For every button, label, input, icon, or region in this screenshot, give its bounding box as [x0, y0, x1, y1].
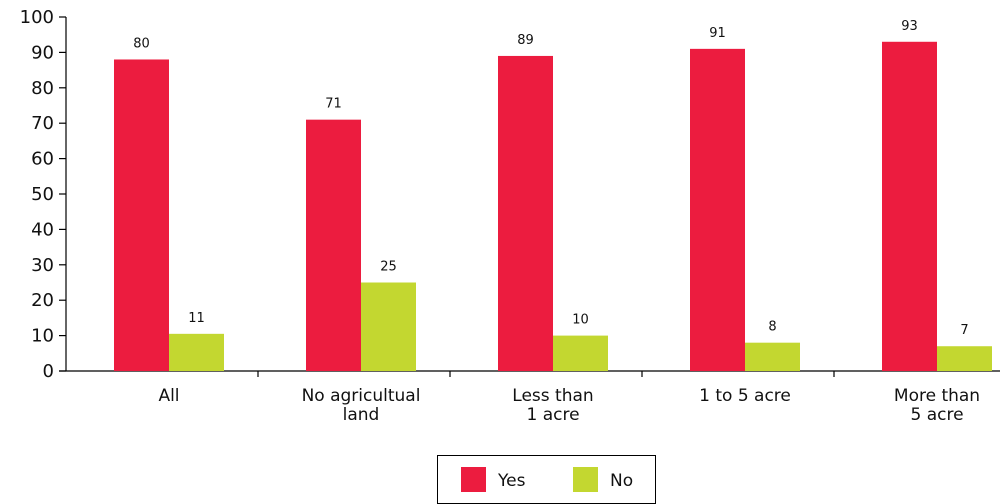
bars: 80 11 71 25 89 10 91 8 93 7 — [114, 19, 992, 372]
y-tick-label: 50 — [31, 184, 54, 205]
y-tick-label: 10 — [31, 326, 54, 347]
x-tick-label: 1 to 5 acre — [699, 386, 791, 406]
data-label: 11 — [188, 311, 205, 326]
bar-no — [169, 333, 224, 371]
data-label: 8 — [768, 320, 776, 335]
legend: Yes No — [437, 455, 656, 504]
x-tick-label-line: More than — [894, 386, 980, 406]
legend-label: No — [610, 471, 633, 491]
data-label: 80 — [133, 36, 150, 51]
legend-swatch-yes — [461, 467, 486, 492]
y-tick-label: 30 — [31, 255, 54, 276]
x-tick-label: No agricultual land — [302, 386, 421, 425]
x-tick-label-line: land — [343, 405, 380, 425]
y-tick-label: 70 — [31, 113, 54, 134]
x-tick-label: Less than 1 acre — [512, 386, 593, 425]
bar-yes — [690, 48, 745, 372]
x-tick-label-line: 1 acre — [526, 405, 579, 425]
data-label: 71 — [325, 97, 342, 112]
bar-no — [937, 346, 992, 371]
x-tick-label-line: No agricultual — [302, 386, 421, 406]
x-tick-label-line: Less than — [512, 386, 593, 406]
bar-yes — [498, 55, 553, 371]
data-label: 25 — [380, 260, 397, 275]
legend-swatch-no — [573, 467, 598, 492]
data-label: 93 — [901, 19, 918, 34]
bar-no — [745, 342, 800, 371]
x-tick-label-line: 1 to 5 acre — [699, 386, 791, 406]
y-tick-label: 90 — [31, 42, 54, 63]
y-tick-label: 100 — [20, 7, 54, 28]
x-tick-label: More than 5 acre — [894, 386, 980, 425]
bar-no — [361, 282, 416, 371]
y-tick-label: 80 — [31, 78, 54, 99]
bar-yes — [882, 41, 937, 371]
x-tick-label-line: All — [158, 386, 179, 406]
bar-yes — [114, 59, 169, 371]
data-label: 91 — [709, 26, 726, 41]
y-tick-label: 40 — [31, 219, 54, 240]
y-tick-label: 60 — [31, 149, 54, 170]
data-label: 89 — [517, 33, 534, 48]
y-tick-label: 20 — [31, 290, 54, 311]
data-label: 7 — [960, 323, 968, 338]
legend-label: Yes — [497, 471, 526, 491]
x-tick-label: All — [158, 386, 179, 406]
bar-no — [553, 335, 608, 371]
y-tick-label: 0 — [43, 361, 54, 382]
x-axis: All No agricultual land Less than 1 acre 1 to… — [59, 370, 1000, 425]
y-axis: 0 10 20 30 40 50 60 70 80 90 100 — [20, 7, 67, 382]
x-tick-label-line: 5 acre — [910, 405, 963, 425]
bar-yes — [306, 119, 361, 371]
data-label: 10 — [572, 313, 589, 328]
